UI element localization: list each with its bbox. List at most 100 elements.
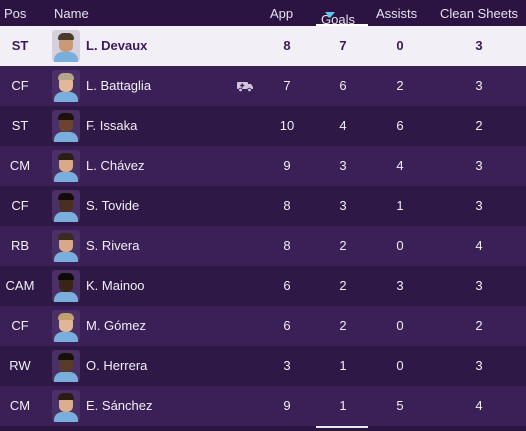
table-row[interactable]: RW O. Herrera 3 1 0 3: [0, 346, 526, 386]
column-header-name[interactable]: Name: [54, 6, 89, 21]
player-clean-sheets: 2: [475, 318, 483, 333]
player-position: RW: [9, 358, 31, 373]
avatar: [52, 110, 80, 142]
player-name: L. Chávez: [86, 158, 145, 173]
player-position: CF: [11, 318, 29, 333]
player-goals: 3: [339, 158, 347, 173]
player-appearances: 9: [283, 158, 291, 173]
table-row[interactable]: RB S. Rivera 8 2 0 4: [0, 226, 526, 266]
table-row[interactable]: CF L. Battaglia 7 6 2 3: [0, 66, 526, 106]
avatar: [52, 310, 80, 342]
player-appearances: 3: [283, 358, 291, 373]
player-appearances: 8: [283, 38, 291, 53]
player-appearances: 6: [283, 278, 291, 293]
player-assists: 2: [396, 78, 404, 93]
player-assists: 4: [396, 158, 404, 173]
player-assists: 0: [396, 318, 404, 333]
player-avatar: [52, 390, 80, 422]
player-goals: 1: [339, 358, 347, 373]
player-appearances: 6: [283, 318, 291, 333]
player-clean-sheets: 3: [475, 78, 483, 93]
player-goals: 2: [339, 318, 347, 333]
player-appearances: 8: [283, 198, 291, 213]
player-goals: 2: [339, 238, 347, 253]
player-assists: 5: [396, 398, 404, 413]
player-appearances: 10: [279, 118, 295, 133]
player-position: CM: [9, 398, 31, 413]
player-goals: 3: [339, 198, 347, 213]
player-goals: 2: [339, 278, 347, 293]
sorted-column-footer-line: [316, 426, 368, 428]
player-goals: 1: [339, 398, 347, 413]
player-avatar: [52, 230, 80, 262]
player-name: S. Rivera: [86, 238, 140, 253]
injury-ambulance-icon[interactable]: [236, 79, 254, 93]
table-row[interactable]: CM L. Chávez 9 3 4 3: [0, 146, 526, 186]
player-clean-sheets: 3: [475, 198, 483, 213]
player-avatar: [52, 350, 80, 382]
player-appearances: 9: [283, 398, 291, 413]
table-row[interactable]: ST L. Devaux 8 7 0 3: [0, 26, 526, 66]
player-goals: 4: [339, 118, 347, 133]
avatar: [52, 230, 80, 262]
player-avatar: [52, 150, 80, 182]
sort-descending-icon: [325, 12, 335, 18]
player-clean-sheets: 3: [475, 158, 483, 173]
player-clean-sheets: 3: [475, 38, 483, 53]
player-clean-sheets: 2: [475, 118, 483, 133]
table-header: Pos Name App Goals Assists Clean Sheets: [0, 0, 526, 27]
player-assists: 0: [396, 238, 404, 253]
player-position: ST: [11, 118, 29, 133]
table-row[interactable]: CM E. Sánchez 9 1 5 4: [0, 386, 526, 426]
player-avatar: [52, 190, 80, 222]
player-clean-sheets: 3: [475, 358, 483, 373]
player-name: E. Sánchez: [86, 398, 153, 413]
column-header-pos[interactable]: Pos: [4, 6, 27, 21]
column-header-app[interactable]: App: [270, 6, 294, 21]
player-name: L. Devaux: [86, 38, 148, 53]
table-row[interactable]: CF S. Tovide 8 3 1 3: [0, 186, 526, 226]
column-header-assists[interactable]: Assists: [376, 6, 418, 21]
player-goals: 7: [339, 38, 347, 53]
player-assists: 0: [396, 358, 404, 373]
player-goals: 6: [339, 78, 347, 93]
table-row[interactable]: ST F. Issaka 10 4 6 2: [0, 106, 526, 146]
column-header-clean-sheets[interactable]: Clean Sheets: [440, 6, 519, 21]
player-name: L. Battaglia: [86, 78, 152, 93]
player-avatar: [52, 310, 80, 342]
player-avatar: [52, 70, 80, 102]
player-name: K. Mainoo: [86, 278, 145, 293]
player-name: F. Issaka: [86, 118, 138, 133]
player-position: CAM: [5, 278, 35, 293]
sorted-column-indicator: [316, 24, 368, 26]
player-assists: 6: [396, 118, 404, 133]
player-appearances: 7: [283, 78, 291, 93]
table-row[interactable]: CF M. Gómez 6 2 0 2: [0, 306, 526, 346]
player-assists: 1: [396, 198, 404, 213]
player-name: O. Herrera: [86, 358, 148, 373]
player-avatar: [52, 30, 80, 62]
player-avatar: [52, 270, 80, 302]
player-position: CM: [9, 158, 31, 173]
avatar: [52, 70, 80, 102]
avatar: [52, 30, 80, 62]
avatar: [52, 190, 80, 222]
player-position: ST: [11, 38, 29, 53]
player-position: RB: [10, 238, 30, 253]
player-assists: 3: [396, 278, 404, 293]
player-position: CF: [11, 78, 29, 93]
player-position: CF: [11, 198, 29, 213]
avatar: [52, 150, 80, 182]
player-name: M. Gómez: [86, 318, 146, 333]
table-row[interactable]: CAM K. Mainoo 6 2 3 3: [0, 266, 526, 306]
player-clean-sheets: 3: [475, 278, 483, 293]
player-avatar: [52, 110, 80, 142]
avatar: [52, 350, 80, 382]
avatar: [52, 390, 80, 422]
player-name: S. Tovide: [86, 198, 140, 213]
player-clean-sheets: 4: [475, 398, 483, 413]
player-appearances: 8: [283, 238, 291, 253]
player-assists: 0: [396, 38, 404, 53]
avatar: [52, 270, 80, 302]
player-clean-sheets: 4: [475, 238, 483, 253]
